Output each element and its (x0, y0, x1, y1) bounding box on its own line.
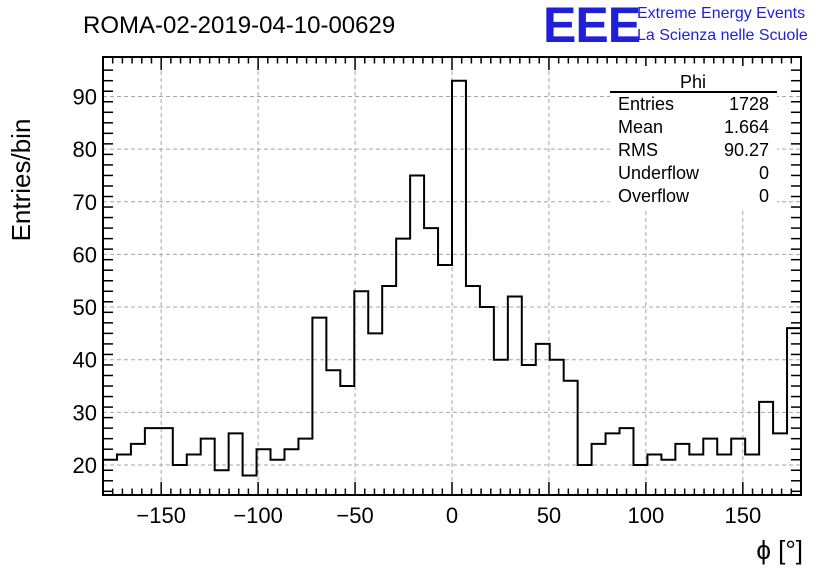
axis-ticks (103, 57, 801, 495)
logo-mark: EEE (543, 0, 640, 53)
y-tick-label: 70 (73, 190, 97, 215)
x-tick-label: 150 (724, 503, 761, 528)
chart-title: ROMA-02-2019-04-10-00629 (83, 12, 395, 39)
y-axis-title: Entries/bin (6, 119, 36, 242)
stats-value: 0 (759, 186, 769, 206)
y-tick-label: 50 (73, 295, 97, 320)
y-tick-label: 40 (73, 348, 97, 373)
stats-label: Entries (618, 94, 674, 114)
stats-value: 1728 (729, 94, 769, 114)
x-tick-label: −100 (233, 503, 283, 528)
x-tick-label: −150 (136, 503, 186, 528)
x-tick-label: −50 (336, 503, 373, 528)
x-tick-label: 100 (628, 503, 665, 528)
y-tick-label: 90 (73, 84, 97, 109)
y-tick-label: 30 (73, 400, 97, 425)
stats-label: Mean (618, 117, 663, 137)
stats-value: 90.27 (724, 140, 769, 160)
stats-label: RMS (618, 140, 658, 160)
x-tick-labels: −150 −100 −50 0 50 100 150 (136, 503, 761, 528)
stats-title: Phi (680, 72, 706, 92)
histogram-line (103, 79, 801, 477)
y-tick-labels: 20 30 40 50 60 70 80 90 (73, 84, 97, 478)
x-tick-label: 50 (537, 503, 561, 528)
stats-rows: Entries 1728 Mean 1.664 RMS 90.27 Underflow 0 Ov… (618, 94, 769, 206)
y-tick-label: 60 (73, 242, 97, 267)
stats-box: Phi Entries 1728 Mean 1.664 RMS 90.27 Underflo… (610, 66, 777, 210)
y-tick-label: 80 (73, 137, 97, 162)
stats-label: Overflow (618, 186, 690, 206)
stats-value: 0 (759, 163, 769, 183)
logo-line-1: Extreme Energy Events (637, 5, 805, 22)
stats-value: 1.664 (724, 117, 769, 137)
x-tick-label: 0 (446, 503, 458, 528)
stats-label: Underflow (618, 163, 700, 183)
y-tick-label: 20 (73, 453, 97, 478)
x-axis-title: ϕ [°] (756, 535, 803, 565)
logo-line-2: La Scienza nelle Scuole (637, 27, 808, 44)
stats-box-bg (610, 66, 777, 210)
eee-logo: EEE Extreme Energy Events La Scienza nel… (543, 0, 808, 53)
